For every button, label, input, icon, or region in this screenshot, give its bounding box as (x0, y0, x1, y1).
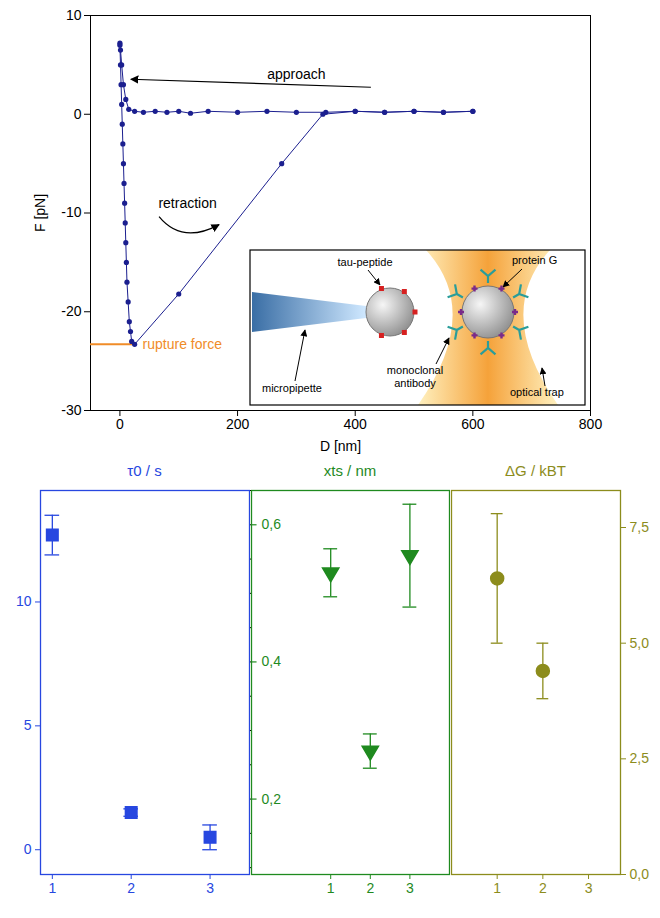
svg-text:rupture force: rupture force (143, 336, 223, 352)
svg-text:0,2: 0,2 (262, 791, 282, 807)
svg-text:5: 5 (24, 717, 32, 733)
svg-text:2,5: 2,5 (630, 750, 650, 766)
svg-text:0,6: 0,6 (262, 516, 282, 532)
svg-text:10: 10 (66, 7, 82, 23)
svg-text:0: 0 (74, 106, 82, 122)
svg-text:5,0: 5,0 (630, 635, 650, 651)
svg-text:600: 600 (461, 416, 485, 432)
svg-text:3: 3 (206, 880, 214, 896)
svg-text:D [nm]: D [nm] (320, 438, 361, 454)
svg-text:10: 10 (16, 593, 32, 609)
html-text:ΔG / kBT: ΔG / kBT (505, 462, 566, 479)
svg-text:-30: -30 (61, 402, 81, 418)
svg-text:0: 0 (24, 841, 32, 857)
svg-text:800: 800 (579, 416, 603, 432)
svg-text:3: 3 (585, 880, 593, 896)
svg-text:optical trap: optical trap (510, 386, 564, 398)
svg-text:2: 2 (539, 880, 547, 896)
svg-text:protein G: protein G (512, 254, 557, 266)
svg-text:micropipette: micropipette (262, 382, 322, 394)
svg-text:0,0: 0,0 (630, 866, 650, 882)
svg-text:antibody: antibody (394, 377, 436, 389)
svg-text:retraction: retraction (158, 195, 216, 211)
svg-text:approach: approach (267, 66, 325, 82)
svg-text:1: 1 (48, 880, 56, 896)
svg-text:0: 0 (116, 416, 124, 432)
svg-text:400: 400 (344, 416, 368, 432)
html-text:τ0 / s: τ0 / s (127, 462, 162, 479)
svg-text:0,4: 0,4 (262, 653, 282, 669)
svg-text:1: 1 (493, 880, 501, 896)
svg-text:F [pN]: F [pN] (32, 194, 48, 232)
svg-text:tau-peptide: tau-peptide (337, 256, 392, 268)
svg-text:-10: -10 (61, 204, 81, 220)
svg-text:monoclonal: monoclonal (387, 364, 443, 376)
svg-text:2: 2 (127, 880, 135, 896)
svg-text:3: 3 (406, 880, 414, 896)
svg-text:200: 200 (226, 416, 250, 432)
svg-text:7,5: 7,5 (630, 519, 650, 535)
svg-text:-20: -20 (61, 303, 81, 319)
svg-text:1: 1 (327, 880, 335, 896)
html-text:xts / nm: xts / nm (323, 462, 377, 479)
svg-text:2: 2 (366, 880, 374, 896)
